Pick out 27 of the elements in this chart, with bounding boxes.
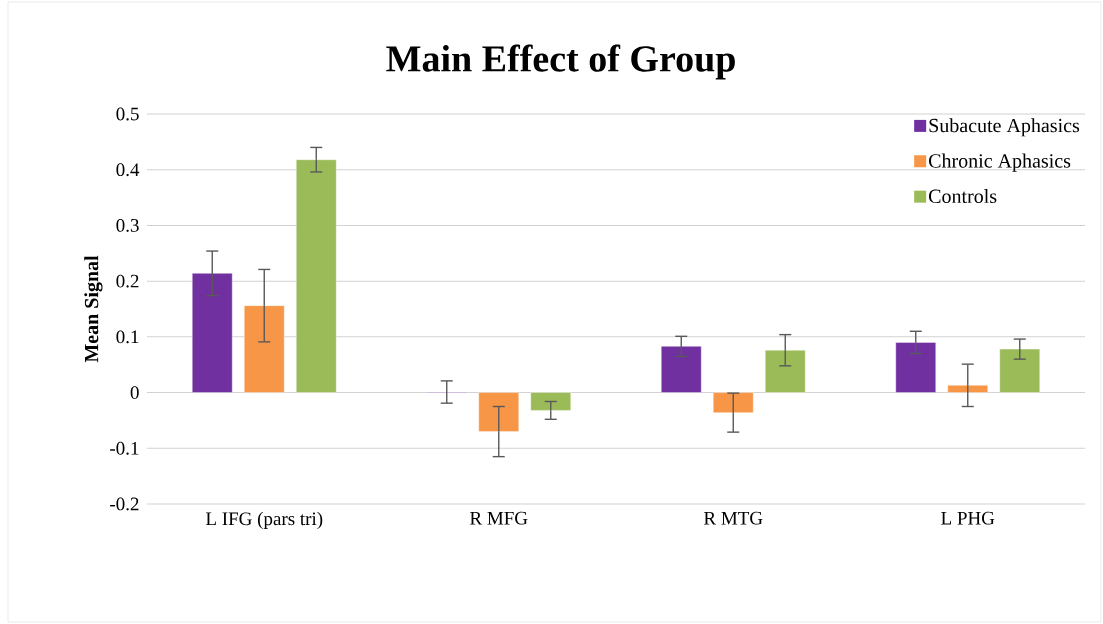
- y-tick-label: 0.5: [116, 107, 139, 121]
- y-tick-label: 0.1: [116, 330, 139, 344]
- legend-label: Controls: [928, 188, 997, 204]
- x-tick-label: R MFG: [470, 511, 528, 525]
- y-tick-label: -0.2: [110, 497, 139, 511]
- legend-label: Chronic Aphasics: [928, 153, 1071, 172]
- y-tick-label: 0: [130, 386, 139, 399]
- bar: [999, 348, 1040, 393]
- bar: [661, 346, 702, 393]
- x-tick-label: L PHG: [941, 511, 995, 525]
- chart-title: Main Effect of Group: [386, 44, 735, 80]
- x-tick-label: L IFG (pars tri): [205, 511, 323, 530]
- y-tick-label: 0.4: [116, 163, 140, 177]
- y-axis-title: Mean Signal: [84, 255, 103, 363]
- y-tick-label: 0.3: [116, 218, 139, 232]
- bar: [192, 273, 233, 393]
- bar: [947, 385, 988, 393]
- bar: [530, 392, 571, 411]
- bar: [765, 350, 806, 393]
- y-tick-label: -0.1: [110, 441, 139, 455]
- legend-label: Subacute Aphasics: [929, 118, 1080, 137]
- y-tick-label: 0.2: [116, 274, 139, 288]
- bar: [895, 342, 936, 393]
- bar: [244, 305, 285, 393]
- x-tick-label: R MTG: [703, 511, 763, 525]
- bar: [713, 392, 754, 413]
- bar: [296, 159, 337, 393]
